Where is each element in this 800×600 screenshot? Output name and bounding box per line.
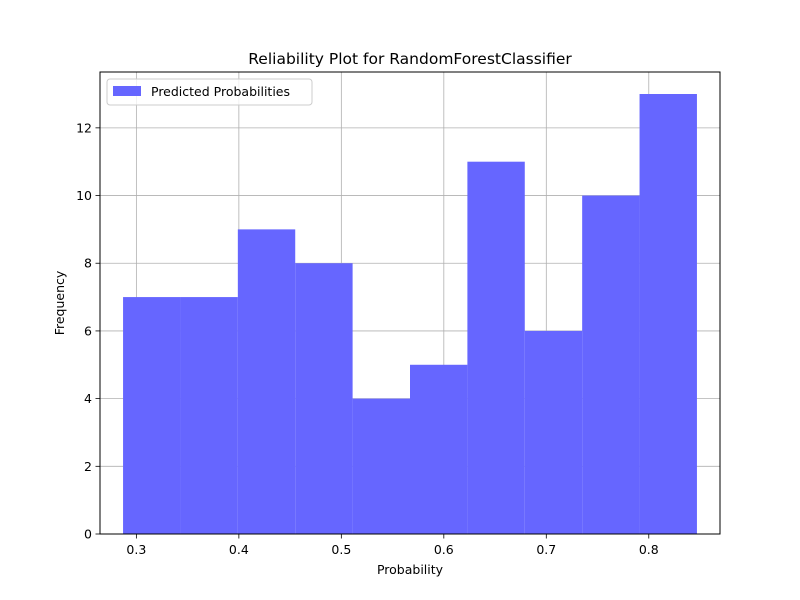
plot-frame xyxy=(99,71,721,535)
x-axis-ticks: 0.3 0.4 0.5 0.6 0.7 0.8 xyxy=(126,534,659,557)
x-tick-label: 0.8 xyxy=(639,542,659,557)
chart-title: Reliability Plot for RandomForestClassif… xyxy=(248,50,572,68)
y-tick-label: 12 xyxy=(76,120,92,135)
x-axis-label: Probability xyxy=(377,562,444,577)
histogram-bar xyxy=(524,330,583,534)
y-axis-ticks: 0 2 4 6 8 10 12 xyxy=(76,120,100,542)
y-tick-label: 10 xyxy=(76,188,92,203)
legend: Predicted Probabilities xyxy=(106,78,313,106)
histogram-bar xyxy=(582,195,640,535)
x-tick-label: 0.7 xyxy=(536,542,556,557)
histogram-bar xyxy=(467,161,525,534)
y-tick-label: 6 xyxy=(84,323,92,338)
y-tick-label: 0 xyxy=(84,527,92,542)
y-tick-label: 8 xyxy=(84,256,92,271)
legend-label: Predicted Probabilities xyxy=(151,84,290,99)
histogram-bar xyxy=(237,229,296,534)
x-tick-label: 0.6 xyxy=(434,542,454,557)
y-axis-label: Frequency xyxy=(52,270,67,335)
bars xyxy=(123,94,697,535)
histogram-bar xyxy=(295,263,353,534)
legend-swatch xyxy=(113,86,141,96)
histogram-bar xyxy=(352,398,410,534)
x-tick-label: 0.3 xyxy=(126,542,146,557)
legend-frame xyxy=(106,78,313,106)
y-tick-label: 2 xyxy=(84,459,92,474)
y-tick-label: 4 xyxy=(84,391,92,406)
histogram-bar xyxy=(410,364,468,534)
histogram-bar xyxy=(123,297,181,534)
histogram-bar xyxy=(180,297,238,534)
histogram-bar xyxy=(639,94,697,534)
x-tick-label: 0.4 xyxy=(229,542,249,557)
x-tick-label: 0.5 xyxy=(331,542,351,557)
